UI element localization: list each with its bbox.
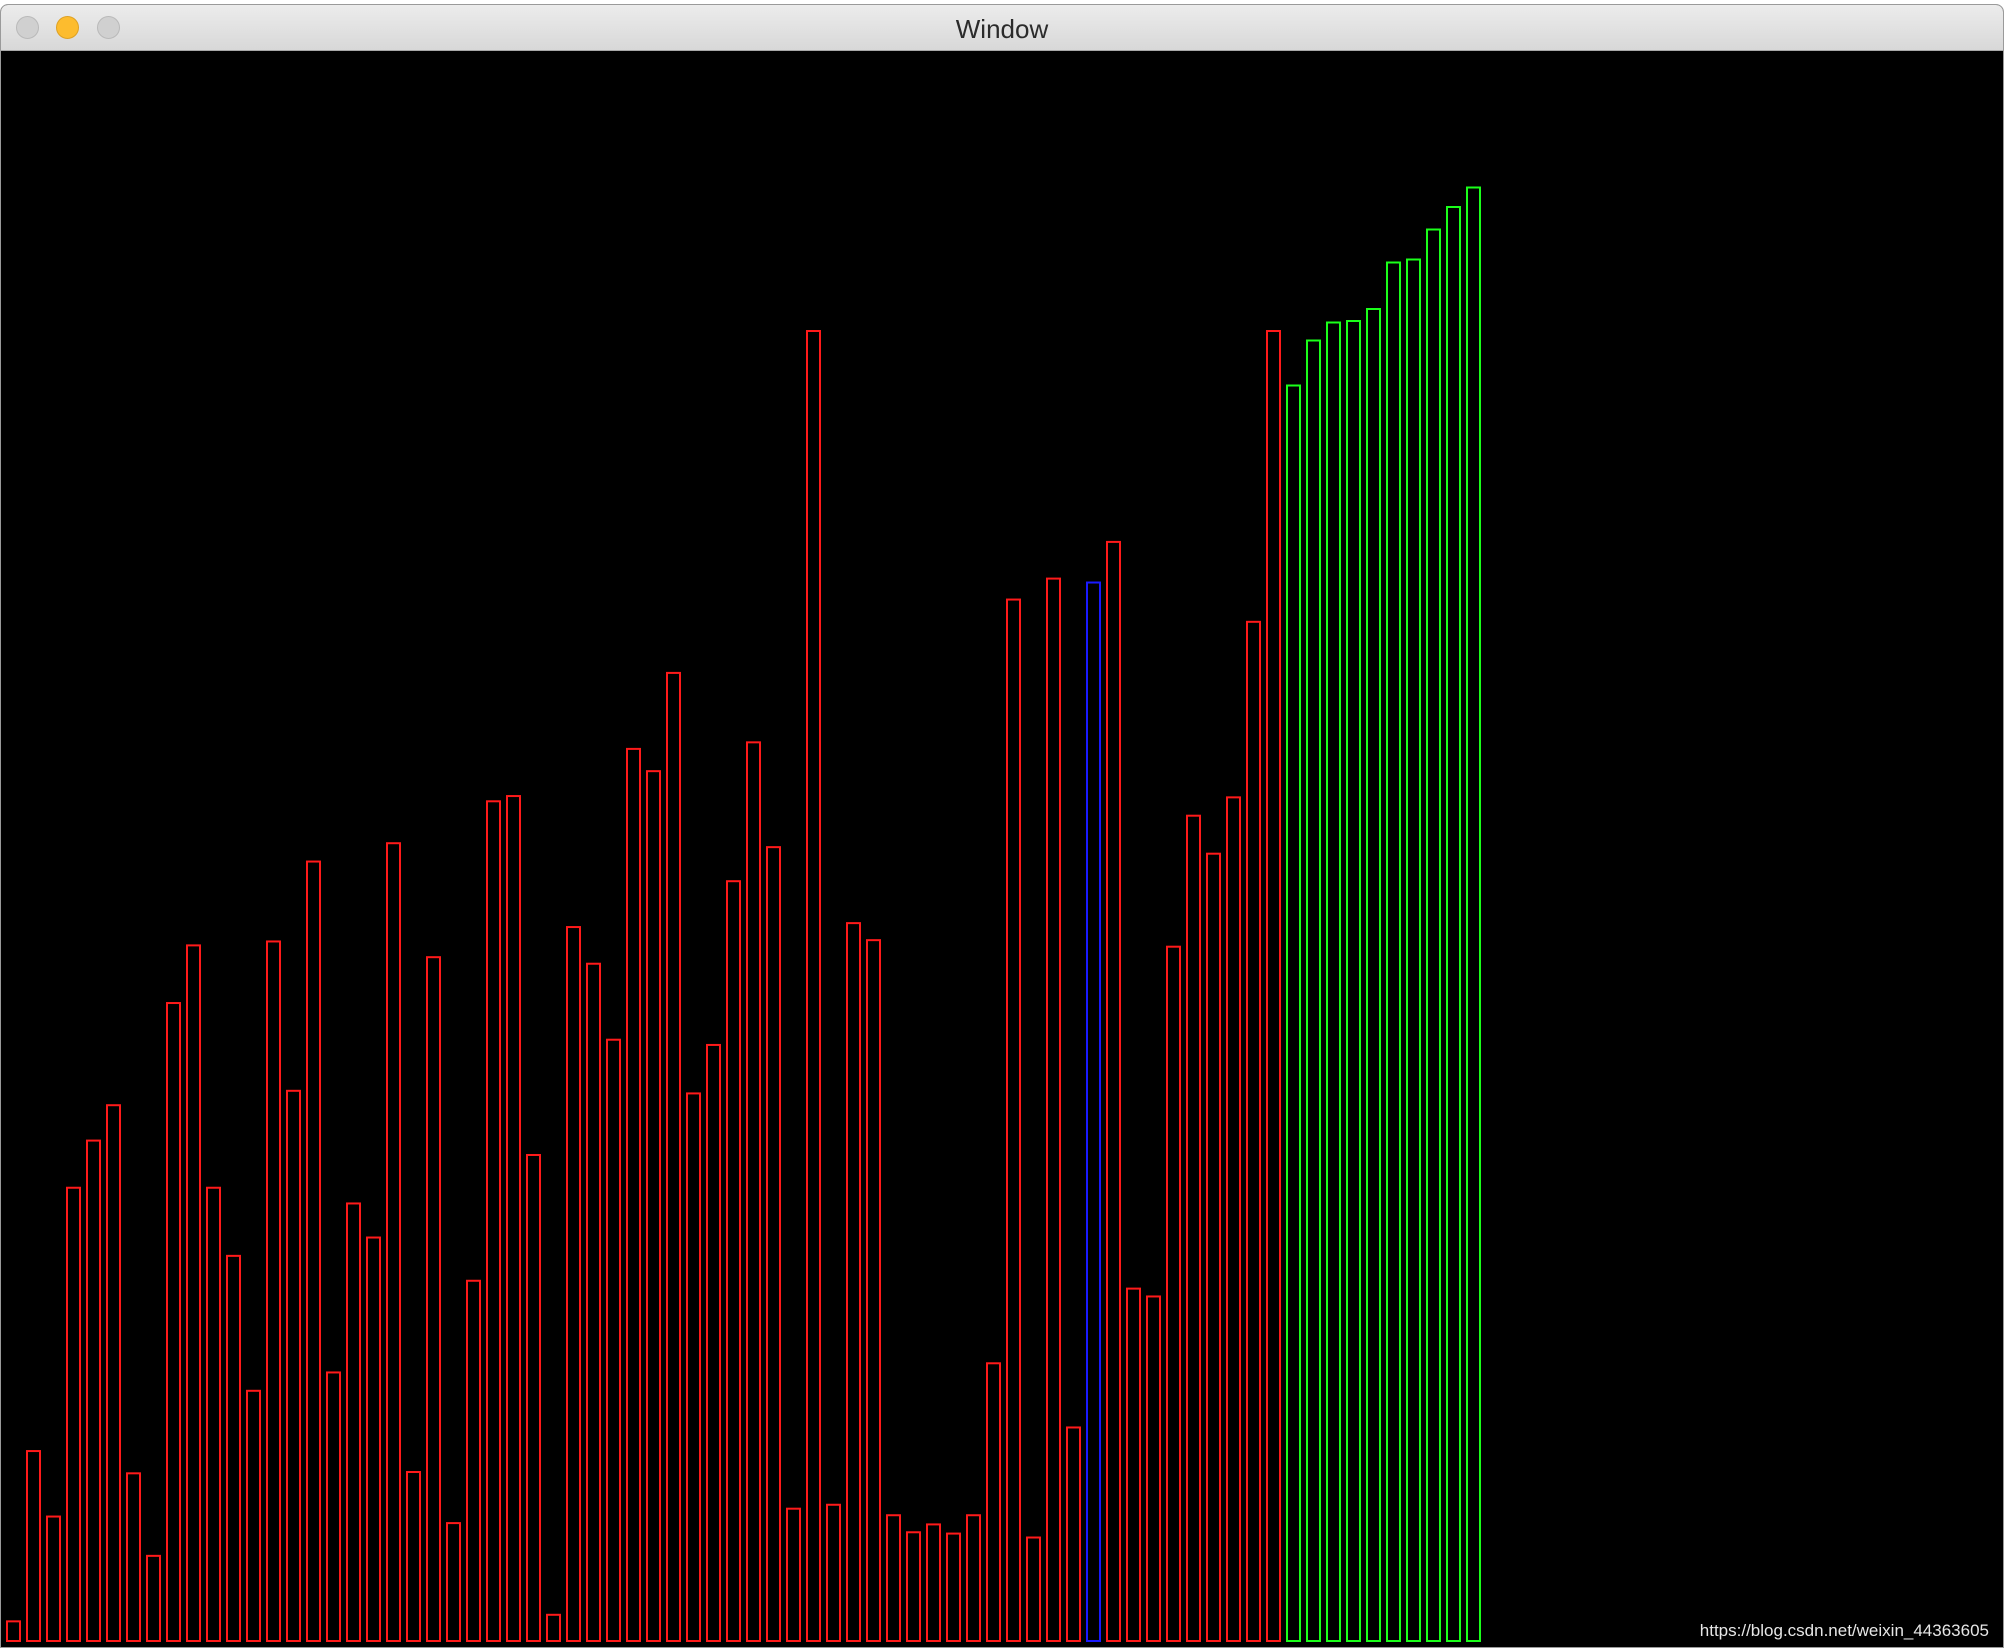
unsorted-bar <box>766 846 781 1642</box>
unsorted-bar <box>926 1523 941 1643</box>
unsorted-bar <box>226 1254 241 1642</box>
unsorted-bar <box>946 1532 961 1642</box>
sorted-bar <box>1306 339 1321 1642</box>
unsorted-bar <box>546 1613 561 1643</box>
unsorted-bar <box>166 1002 181 1642</box>
active-bar <box>1086 581 1101 1642</box>
unsorted-bar <box>626 747 641 1642</box>
sorted-bar <box>1466 186 1481 1642</box>
title-bar[interactable]: Window <box>1 5 2003 51</box>
unsorted-bar <box>686 1092 701 1643</box>
unsorted-bar <box>566 926 581 1642</box>
unsorted-bar <box>1006 598 1021 1642</box>
unsorted-bar <box>326 1371 341 1642</box>
app-window: Window https://blog.csdn.net/weixin_4436… <box>0 4 2004 1648</box>
unsorted-bar <box>726 880 741 1642</box>
sorted-bar <box>1346 320 1361 1642</box>
unsorted-bar <box>906 1531 921 1643</box>
unsorted-bar <box>6 1620 21 1642</box>
unsorted-bar <box>866 939 881 1642</box>
unsorted-bar <box>426 956 441 1642</box>
unsorted-bar <box>966 1514 981 1642</box>
unsorted-bar <box>706 1043 721 1642</box>
unsorted-bar <box>526 1153 541 1642</box>
unsorted-bar <box>986 1362 1001 1643</box>
minimize-window-button[interactable] <box>56 16 79 39</box>
unsorted-bar <box>126 1472 141 1642</box>
watermark-url: https://blog.csdn.net/weixin_44363605 <box>1699 1621 1989 1640</box>
sorted-bar <box>1426 228 1441 1642</box>
unsorted-bar <box>286 1089 301 1643</box>
sorted-bar <box>1366 308 1381 1642</box>
unsorted-bar <box>746 741 761 1642</box>
unsorted-bar <box>206 1186 221 1642</box>
unsorted-bar <box>26 1450 41 1643</box>
unsorted-bar <box>1246 620 1261 1642</box>
unsorted-bar <box>1066 1426 1081 1642</box>
unsorted-bar <box>1226 796 1241 1642</box>
unsorted-bar <box>1186 814 1201 1642</box>
unsorted-bar <box>466 1279 481 1642</box>
unsorted-bar <box>506 795 521 1642</box>
unsorted-bar <box>1166 945 1181 1642</box>
unsorted-bar <box>786 1507 801 1642</box>
unsorted-bar <box>266 940 281 1642</box>
unsorted-bar <box>46 1515 61 1643</box>
unsorted-bar <box>366 1236 381 1643</box>
unsorted-bar <box>386 842 401 1642</box>
unsorted-bar <box>306 860 321 1642</box>
unsorted-bar <box>86 1139 101 1642</box>
unsorted-bar <box>1026 1536 1041 1643</box>
unsorted-bar <box>586 962 601 1642</box>
unsorted-bar <box>666 671 681 1642</box>
unsorted-bar <box>66 1186 81 1642</box>
sorted-bar <box>1446 206 1461 1642</box>
unsorted-bar <box>1266 330 1281 1642</box>
unsorted-bar <box>886 1514 901 1642</box>
unsorted-bar <box>446 1522 461 1642</box>
unsorted-bar <box>846 922 861 1642</box>
window-title: Window <box>955 14 1049 44</box>
unsorted-bar <box>146 1554 161 1642</box>
unsorted-bar <box>1146 1295 1161 1642</box>
unsorted-bar <box>346 1202 361 1642</box>
sorted-bar <box>1286 384 1301 1642</box>
unsorted-bar <box>1126 1287 1141 1642</box>
unsorted-bar <box>406 1471 421 1643</box>
unsorted-bar <box>246 1389 261 1643</box>
unsorted-bar <box>646 770 661 1642</box>
unsorted-bar <box>186 944 201 1642</box>
unsorted-bar <box>1206 852 1221 1642</box>
unsorted-bar <box>1106 540 1121 1642</box>
unsorted-bar <box>1046 577 1061 1643</box>
bar-visualization-canvas <box>6 186 1481 1643</box>
unsorted-bar <box>806 330 821 1642</box>
sorted-bar <box>1386 261 1401 1642</box>
sorted-bar <box>1406 258 1421 1642</box>
close-window-button[interactable] <box>16 16 39 39</box>
zoom-window-button[interactable] <box>97 16 120 39</box>
sorted-bar <box>1326 321 1341 1642</box>
unsorted-bar <box>486 800 501 1642</box>
unsorted-bar <box>606 1038 621 1642</box>
unsorted-bar <box>106 1104 121 1642</box>
unsorted-bar <box>826 1503 841 1643</box>
